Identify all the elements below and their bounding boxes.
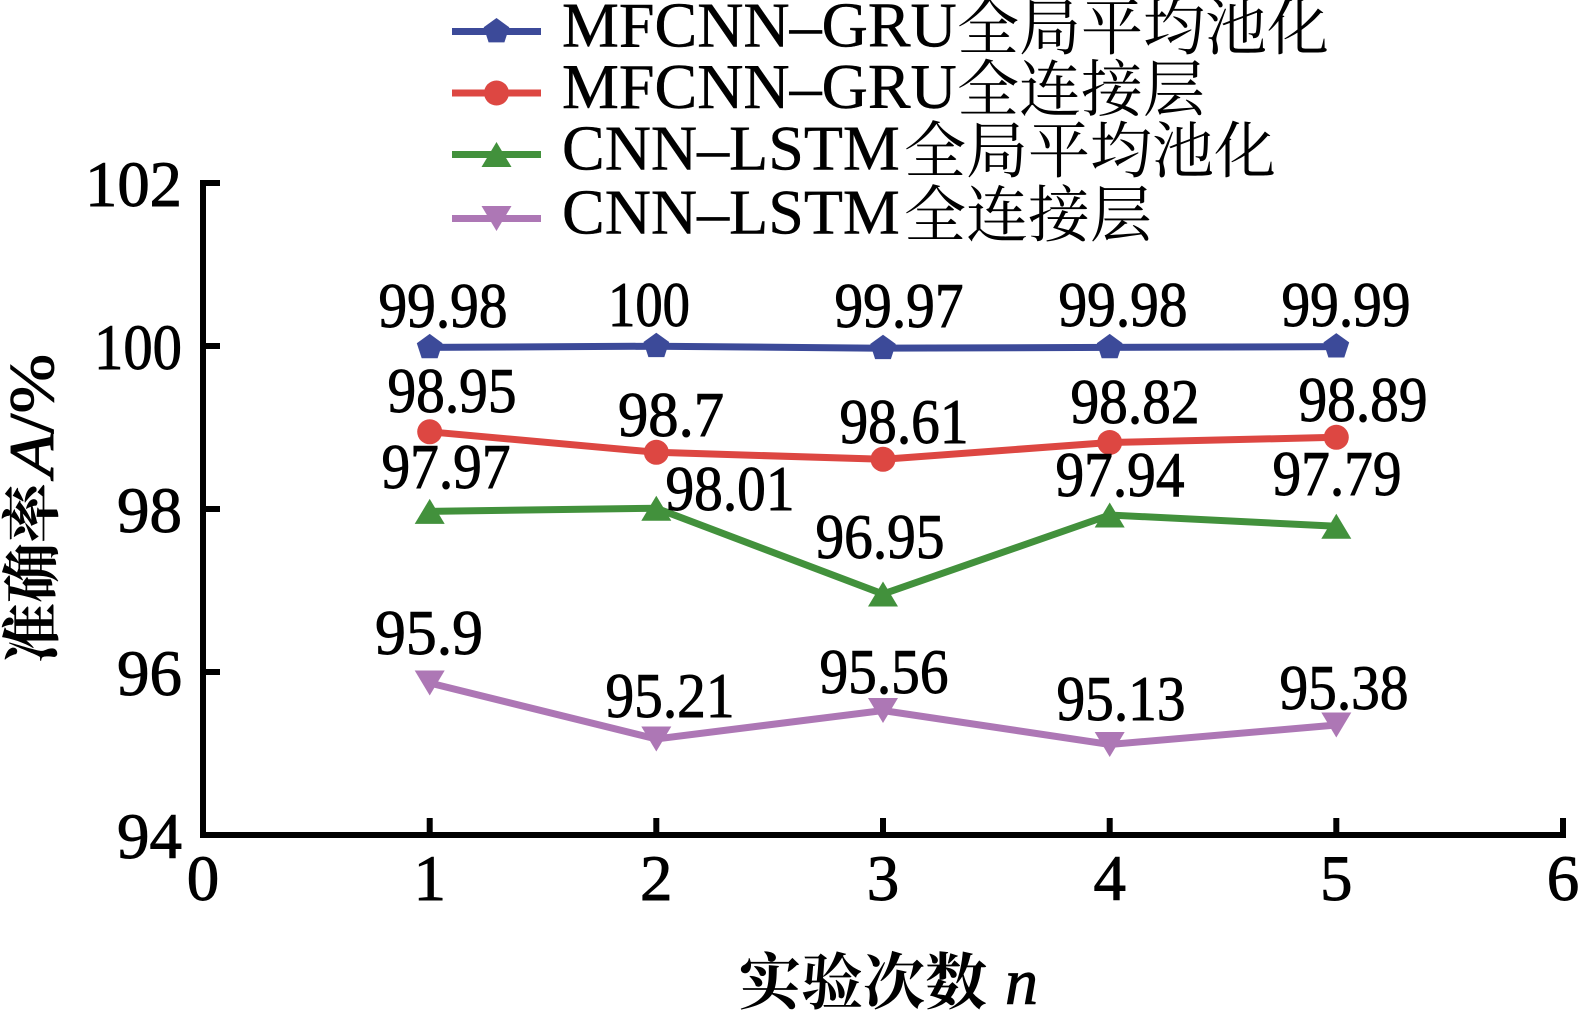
svg-text:97.97: 97.97 [382, 432, 511, 502]
svg-text:98.95: 98.95 [388, 356, 517, 426]
svg-text:1: 1 [413, 843, 446, 915]
svg-text:n: n [1005, 946, 1038, 1011]
svg-text:5: 5 [1320, 843, 1353, 915]
svg-text:99.98: 99.98 [379, 271, 508, 341]
svg-text:CNN–LSTM: CNN–LSTM [562, 113, 900, 184]
svg-text:95.21: 95.21 [606, 661, 735, 731]
svg-text:95.56: 95.56 [820, 637, 949, 707]
svg-text:95.9: 95.9 [375, 598, 483, 668]
svg-text:MFCNN–GRU: MFCNN–GRU [562, 0, 957, 61]
svg-text:98.01: 98.01 [666, 454, 795, 524]
svg-text:2: 2 [640, 843, 673, 915]
svg-text:96: 96 [117, 638, 182, 710]
svg-text:0: 0 [187, 843, 220, 915]
svg-text:CNN–LSTM: CNN–LSTM [562, 177, 900, 248]
svg-text:97.94: 97.94 [1056, 440, 1185, 510]
svg-text:98.82: 98.82 [1071, 367, 1200, 437]
svg-text:98: 98 [117, 475, 182, 547]
svg-text:99.97: 99.97 [835, 271, 964, 341]
svg-text:4: 4 [1093, 843, 1126, 915]
svg-text:98.61: 98.61 [840, 387, 969, 457]
svg-text:102: 102 [85, 149, 182, 221]
svg-text:100: 100 [94, 312, 182, 384]
svg-text:99.99: 99.99 [1282, 270, 1411, 340]
svg-text:MFCNN–GRU: MFCNN–GRU [562, 51, 957, 122]
svg-text:98.7: 98.7 [618, 380, 724, 450]
svg-text:95.38: 95.38 [1280, 653, 1409, 723]
svg-text:97.79: 97.79 [1273, 439, 1402, 509]
svg-text:95.13: 95.13 [1057, 664, 1186, 734]
svg-text:6: 6 [1547, 843, 1578, 915]
svg-text:A/%: A/% [0, 354, 67, 481]
svg-text:3: 3 [867, 843, 900, 915]
svg-text:98.89: 98.89 [1299, 365, 1428, 435]
svg-text:94: 94 [117, 801, 182, 873]
svg-text:96.95: 96.95 [816, 502, 945, 572]
svg-text:99.98: 99.98 [1059, 270, 1188, 340]
svg-text:100: 100 [608, 270, 690, 340]
